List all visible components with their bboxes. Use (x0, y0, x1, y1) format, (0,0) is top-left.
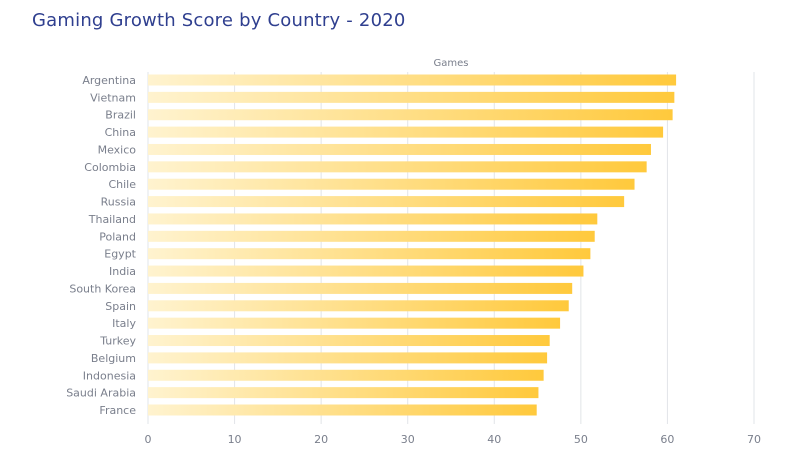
category-label: Italy (112, 317, 136, 330)
bar[interactable] (148, 178, 635, 190)
bar[interactable] (148, 387, 539, 399)
x-tick-label: 0 (145, 433, 152, 446)
x-tick-label: 50 (574, 433, 588, 446)
bar[interactable] (148, 161, 647, 173)
x-tick-label: 40 (487, 433, 501, 446)
x-tick-label: 60 (660, 433, 674, 446)
category-label: Mexico (98, 143, 137, 156)
bar[interactable] (148, 230, 595, 242)
category-label: Thailand (88, 213, 136, 226)
x-tick-label: 30 (401, 433, 415, 446)
chart-title: Gaming Growth Score by Country - 2020 (32, 10, 406, 31)
bar[interactable] (148, 265, 584, 277)
bar[interactable] (148, 213, 598, 225)
bar[interactable] (148, 248, 591, 260)
category-labels: Argentina Vietnam Brazil China Mexico Colombi… (66, 74, 136, 417)
category-label: Russia (101, 196, 136, 209)
bar[interactable] (148, 143, 651, 155)
category-label: Spain (105, 300, 136, 313)
category-label: Saudi Arabia (66, 387, 136, 400)
category-label: Colombia (84, 161, 136, 174)
x-tick-label: 10 (228, 433, 242, 446)
category-label: India (109, 265, 136, 278)
category-label: South Korea (69, 282, 136, 295)
category-label: Vietnam (90, 91, 136, 104)
category-label: Turkey (99, 335, 136, 348)
bar[interactable] (148, 352, 548, 364)
category-label: China (105, 126, 136, 139)
x-axis-title: Games (434, 58, 469, 69)
bar[interactable] (148, 282, 573, 294)
bar[interactable] (148, 196, 625, 208)
bar[interactable] (148, 317, 561, 329)
bar[interactable] (148, 126, 664, 138)
x-tick-label: 70 (747, 433, 761, 446)
category-label: Brazil (105, 109, 136, 122)
bar[interactable] (148, 300, 569, 312)
category-label: France (99, 404, 136, 417)
x-tick-labels: 0 10 20 30 40 50 60 70 (145, 433, 762, 446)
category-label: Indonesia (83, 369, 136, 382)
bar[interactable] (148, 109, 673, 121)
category-label: Belgium (91, 352, 136, 365)
bar[interactable] (148, 335, 550, 347)
bars (148, 74, 677, 416)
category-label: Egypt (104, 248, 136, 261)
category-label: Chile (108, 178, 136, 191)
category-label: Argentina (82, 74, 136, 87)
bar[interactable] (148, 369, 544, 381)
bar[interactable] (148, 74, 677, 86)
bar[interactable] (148, 91, 675, 103)
gridlines (147, 72, 755, 424)
category-label: Poland (99, 230, 136, 243)
bar[interactable] (148, 404, 537, 416)
x-tick-label: 20 (314, 433, 328, 446)
